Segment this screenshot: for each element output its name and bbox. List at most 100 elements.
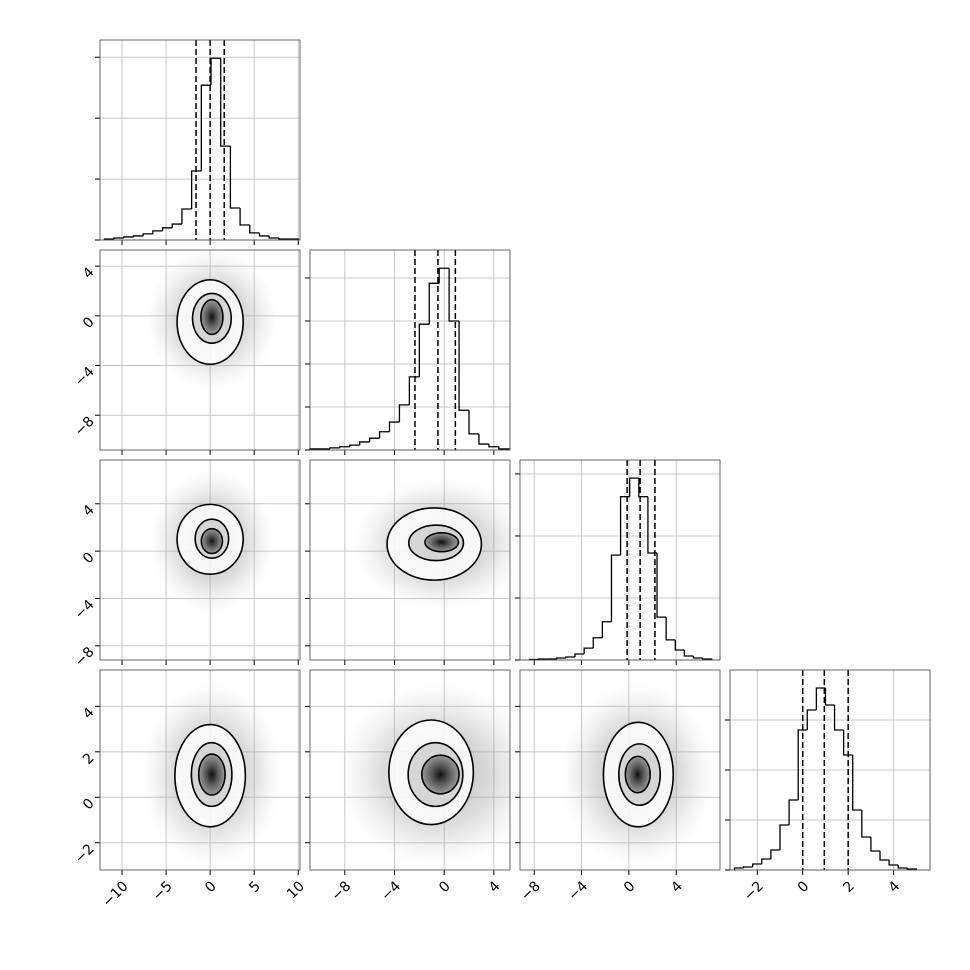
- histogram-bin: [683, 649, 694, 657]
- histogram-bin: [879, 851, 890, 861]
- histogram-bin: [349, 444, 360, 447]
- histogram-bin: [779, 824, 790, 850]
- x-tick-label: −2: [741, 878, 767, 904]
- histogram-bin: [897, 865, 908, 869]
- contour: [624, 755, 651, 794]
- histogram-bin: [339, 446, 350, 448]
- histogram-bin: [815, 687, 826, 710]
- histogram-bin: [861, 810, 871, 838]
- histogram-bin: [733, 867, 744, 870]
- histogram-bin: [742, 866, 753, 868]
- x-tick-label: 4: [668, 878, 686, 896]
- contour: [421, 754, 460, 795]
- histogram-bin: [601, 621, 612, 638]
- panel-frame: [519, 669, 721, 871]
- panel: [95, 39, 301, 245]
- histogram-bin: [852, 755, 862, 811]
- y-tick-label: 4: [80, 264, 98, 282]
- y-tick-label: −8: [72, 644, 98, 670]
- panel-frame: [99, 669, 301, 871]
- x-tick-label: 4: [486, 878, 504, 896]
- histogram-bin: [761, 858, 771, 864]
- histogram-bin: [132, 235, 144, 237]
- y-tick-label: 0: [80, 549, 98, 567]
- histogram-bin: [388, 421, 400, 432]
- x-tick-label: −8: [329, 878, 355, 904]
- histogram-bin: [438, 267, 450, 284]
- histogram-bin: [458, 320, 470, 411]
- y-tick-label: 4: [80, 705, 98, 723]
- x-tick-label: 10: [284, 878, 308, 902]
- contour: [424, 531, 460, 553]
- histogram-bin: [498, 446, 510, 450]
- histogram-bin: [171, 223, 182, 228]
- histogram-bin: [888, 860, 899, 866]
- x-tick-label: −8: [518, 878, 544, 904]
- histogram-bin: [565, 656, 576, 659]
- histogram-bin: [418, 323, 430, 377]
- histogram-bin: [142, 233, 153, 236]
- histogram-bin: [583, 647, 594, 655]
- panel: [305, 459, 511, 665]
- histogram-bin: [638, 478, 648, 498]
- panel-frame: [309, 459, 511, 661]
- histogram-bin: [258, 232, 270, 237]
- panel-frame: [309, 669, 511, 871]
- panel: −8 −4 0 4: [72, 459, 301, 670]
- contour: [200, 527, 224, 555]
- x-tick-label: 0: [621, 878, 639, 896]
- histogram-bin: [752, 863, 762, 867]
- y-tick-label: −2: [72, 841, 98, 867]
- histogram-bin: [239, 208, 250, 226]
- histogram-bin: [181, 208, 192, 225]
- histogram-bin: [329, 447, 340, 449]
- histogram-bin: [468, 410, 479, 435]
- panel-frame: [99, 249, 301, 451]
- histogram-bin: [906, 868, 918, 870]
- histogram-bin: [408, 376, 420, 405]
- histogram-bin: [592, 637, 603, 649]
- x-tick-label: 0: [795, 878, 813, 896]
- x-tick-label: −4: [565, 878, 591, 904]
- histogram-bin: [674, 639, 685, 651]
- panel: −8 −4 0 4: [72, 249, 301, 455]
- panel-frame: [309, 249, 511, 451]
- histogram-bin: [806, 709, 817, 730]
- histogram-bin: [619, 496, 630, 556]
- histogram-bin: [229, 146, 241, 209]
- histogram-bin: [478, 433, 489, 445]
- histogram-bin: [161, 227, 173, 231]
- x-tick-label: 0: [436, 878, 454, 896]
- histogram-bin: [788, 799, 799, 825]
- histogram-bin: [824, 688, 835, 706]
- contour: [197, 753, 226, 796]
- histogram-bin: [647, 496, 658, 554]
- histogram-bin: [190, 170, 202, 210]
- y-tick-label: 2: [80, 750, 98, 768]
- histogram-bin: [537, 658, 548, 660]
- y-tick-label: 0: [80, 796, 98, 814]
- panel-frame: [729, 669, 931, 871]
- histogram-bin: [701, 658, 713, 660]
- panel-frame: [519, 459, 721, 661]
- histogram-bin: [556, 657, 566, 659]
- panel: −2 0 2 4: [725, 669, 931, 904]
- histogram-bin: [268, 235, 279, 239]
- histogram-bin: [152, 230, 163, 234]
- histogram-bin: [629, 477, 639, 497]
- histogram-bin: [833, 705, 844, 731]
- panel: −10 −5 0 5 10 −2 0 2 4: [72, 669, 308, 911]
- histogram-bin: [428, 282, 440, 325]
- y-tick-label: −4: [72, 597, 98, 623]
- histogram-bin: [488, 444, 499, 448]
- histogram-bin: [359, 441, 370, 446]
- x-tick-label: 2: [840, 878, 858, 896]
- histogram-bin: [220, 58, 231, 147]
- histogram-bin: [797, 729, 808, 800]
- histogram-bin: [574, 653, 585, 658]
- panel: [305, 249, 511, 455]
- histogram-bin: [692, 655, 703, 659]
- histogram-bin: [210, 57, 221, 86]
- panel: −8 −4 0 4: [515, 669, 721, 904]
